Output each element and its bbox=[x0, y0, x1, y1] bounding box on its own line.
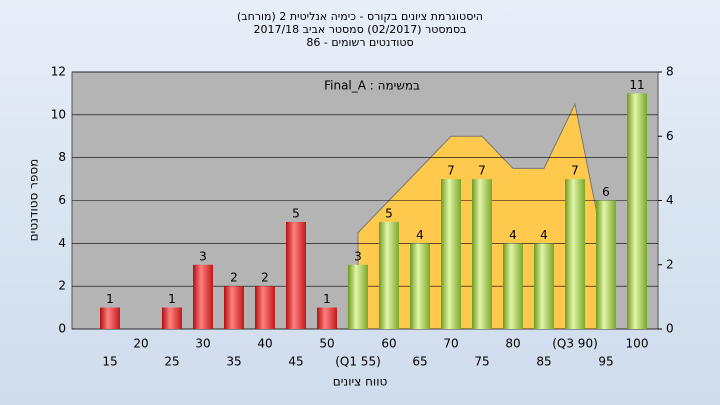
data-label: 7 bbox=[571, 164, 579, 178]
y2-tick-label: 8 bbox=[666, 65, 674, 79]
bar bbox=[534, 243, 554, 329]
data-label: 5 bbox=[292, 206, 300, 220]
x-tick-label: (Q1 55) bbox=[335, 355, 381, 369]
data-label: 2 bbox=[230, 271, 238, 285]
x-tick-label: 35 bbox=[226, 355, 241, 369]
bar bbox=[441, 179, 461, 329]
data-label: 3 bbox=[199, 249, 207, 263]
y-tick-label: 10 bbox=[51, 107, 66, 121]
data-label: 2 bbox=[261, 271, 269, 285]
bar bbox=[565, 179, 585, 329]
y-tick-label: 12 bbox=[51, 65, 66, 79]
x-tick-label: 65 bbox=[412, 355, 427, 369]
y-tick-label: 8 bbox=[58, 150, 66, 164]
data-label: 4 bbox=[416, 228, 424, 242]
bar bbox=[379, 221, 399, 329]
x-tick-label: 20 bbox=[133, 337, 148, 351]
bar bbox=[472, 179, 492, 329]
bar bbox=[410, 243, 430, 329]
annotation: במשימה : Final_A bbox=[324, 79, 420, 93]
x-tick-label: 45 bbox=[288, 355, 303, 369]
x-tick-label: 50 bbox=[319, 337, 334, 351]
y2-tick-label: 0 bbox=[666, 322, 674, 336]
x-tick-label: 80 bbox=[505, 337, 520, 351]
bar bbox=[255, 286, 275, 329]
y-tick-label: 0 bbox=[58, 322, 66, 336]
chart-title: היסטוגרמת ציונים בקורס - כימיה אנליטית 2… bbox=[237, 10, 483, 23]
data-label: 7 bbox=[478, 164, 486, 178]
bar bbox=[286, 221, 306, 329]
y-tick-label: 6 bbox=[58, 193, 66, 207]
data-label: 1 bbox=[323, 292, 331, 306]
x-tick-label: 15 bbox=[102, 355, 117, 369]
data-label: 4 bbox=[540, 228, 548, 242]
x-axis-label: טווח ציונים bbox=[333, 375, 388, 389]
x-tick-label: 60 bbox=[381, 337, 396, 351]
x-tick-label: 70 bbox=[443, 337, 458, 351]
bar bbox=[193, 264, 213, 329]
bar bbox=[503, 243, 523, 329]
bar bbox=[162, 307, 182, 329]
x-tick-label: 75 bbox=[474, 355, 489, 369]
bar bbox=[348, 264, 368, 329]
x-tick-label: (Q3 90) bbox=[552, 337, 598, 351]
data-label: 5 bbox=[385, 206, 393, 220]
data-label: 1 bbox=[168, 292, 176, 306]
data-label: 3 bbox=[354, 249, 362, 263]
data-label: 6 bbox=[602, 185, 610, 199]
y2-tick-label: 2 bbox=[666, 257, 674, 271]
x-tick-label: 95 bbox=[598, 355, 613, 369]
plot: 0246810120246815120251303352402455501(Q1… bbox=[51, 65, 674, 369]
data-label: 1 bbox=[106, 292, 114, 306]
y-tick-label: 4 bbox=[58, 236, 66, 250]
x-tick-label: 30 bbox=[195, 337, 210, 351]
data-label: 11 bbox=[629, 78, 644, 92]
y2-tick-label: 6 bbox=[666, 129, 674, 143]
x-tick-label: 85 bbox=[536, 355, 551, 369]
bar bbox=[627, 93, 647, 330]
x-tick-label: 40 bbox=[257, 337, 272, 351]
y-axis-label: מספר סטודנטים bbox=[27, 159, 41, 242]
chart-subtitle: בסמסטר (02/2017) סמסטר אביב 2017/18 bbox=[253, 23, 466, 36]
bar bbox=[596, 200, 616, 329]
data-label: 4 bbox=[509, 228, 517, 242]
x-tick-label: 100 bbox=[626, 337, 649, 351]
y2-tick-label: 4 bbox=[666, 193, 674, 207]
bar bbox=[317, 307, 337, 329]
x-tick-label: 25 bbox=[164, 355, 179, 369]
bar bbox=[100, 307, 120, 329]
data-label: 7 bbox=[447, 164, 455, 178]
y-tick-label: 2 bbox=[58, 279, 66, 293]
chart-subtitle: סטודנטים רשומים - 86 bbox=[306, 36, 413, 49]
bar bbox=[224, 286, 244, 329]
